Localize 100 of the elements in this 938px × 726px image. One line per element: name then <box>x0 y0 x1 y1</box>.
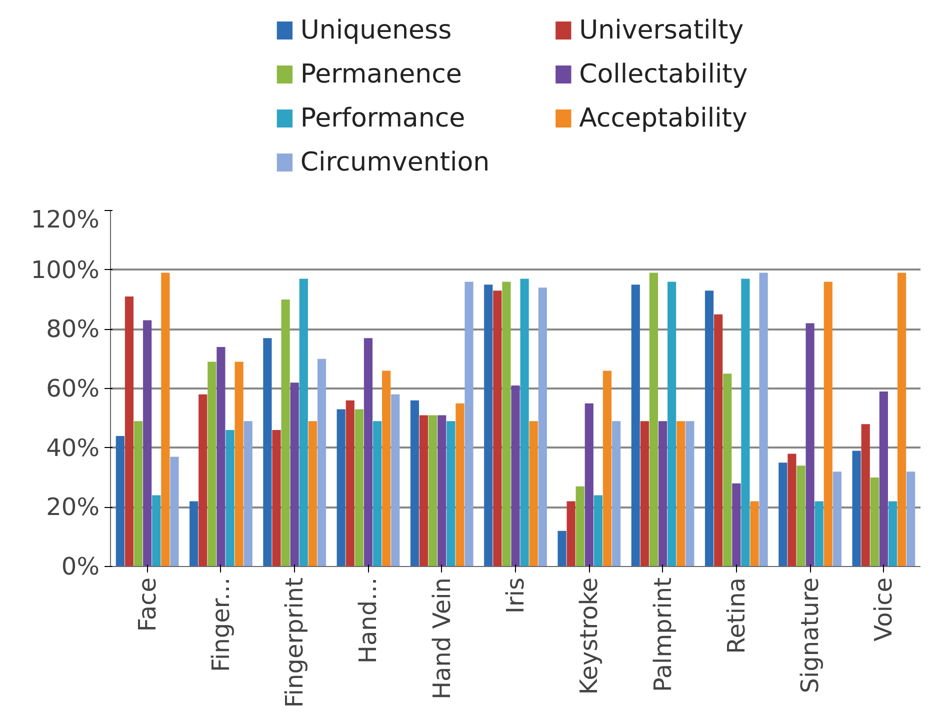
legend-label: Circumvention <box>300 148 490 178</box>
bar <box>152 495 161 566</box>
bar <box>428 415 438 566</box>
x-tick-label: Hand Vein <box>428 577 456 700</box>
bar <box>778 462 788 566</box>
bar <box>566 501 576 566</box>
bar <box>852 450 861 566</box>
bar <box>584 403 594 566</box>
bar <box>272 430 281 566</box>
bar <box>234 362 244 566</box>
x-tick-label: Signature <box>796 578 824 694</box>
bar <box>464 282 474 566</box>
bar <box>493 290 502 566</box>
bar <box>897 272 906 566</box>
bar <box>484 284 493 566</box>
bar <box>824 282 832 566</box>
bar <box>723 374 732 566</box>
bar <box>382 370 391 566</box>
bar <box>170 456 179 566</box>
y-tick-label: 60% <box>46 374 100 402</box>
bar <box>216 346 226 566</box>
bar <box>906 472 916 566</box>
x-tick-label: Fingerprint <box>280 577 309 708</box>
legend-label: Acceptability <box>579 104 748 134</box>
bar <box>888 501 898 566</box>
bar <box>814 501 824 566</box>
x-tick-label: Iris <box>502 577 530 614</box>
bar <box>668 282 676 566</box>
bar <box>631 284 640 566</box>
bar <box>263 338 272 566</box>
bar <box>290 382 299 566</box>
bar <box>446 421 456 566</box>
legend-label: Permanence <box>300 60 462 90</box>
bar <box>502 282 511 566</box>
y-tick-label: 120% <box>30 206 100 234</box>
bar <box>529 421 538 566</box>
bar <box>576 486 584 566</box>
legend-label: Collectability <box>579 60 748 90</box>
bar <box>806 323 814 566</box>
bar <box>511 386 520 566</box>
bar <box>879 391 888 566</box>
bar <box>438 415 446 566</box>
bar <box>143 320 152 566</box>
bar <box>704 290 714 566</box>
bar <box>364 338 373 566</box>
bar <box>354 409 364 566</box>
bar <box>602 370 612 566</box>
bar <box>558 530 566 566</box>
bar <box>538 288 547 566</box>
bar <box>161 272 170 566</box>
bar <box>410 400 420 566</box>
bar <box>208 362 216 566</box>
bar <box>308 421 317 566</box>
bar <box>346 400 354 566</box>
bar <box>750 501 759 566</box>
bar <box>520 278 529 566</box>
bar <box>281 300 290 566</box>
bar <box>116 436 124 566</box>
bar <box>391 394 400 566</box>
y-tick-label: 40% <box>46 434 100 462</box>
bar <box>832 472 842 566</box>
bar <box>658 421 668 566</box>
bar <box>594 495 602 566</box>
bar <box>244 421 252 566</box>
bar <box>732 483 741 566</box>
bar <box>336 409 346 566</box>
x-tick-label: Palmprint <box>648 577 677 692</box>
bar <box>676 421 686 566</box>
bar <box>741 278 750 566</box>
bar <box>299 278 308 566</box>
bar <box>456 403 464 566</box>
y-tick-label: 100% <box>30 256 100 284</box>
bar <box>796 466 806 566</box>
y-tick-label: 80% <box>46 315 100 344</box>
legend-label: Performance <box>300 104 466 134</box>
x-tick-label: Keystroke <box>575 577 604 695</box>
bar <box>372 421 382 566</box>
x-tick-label: Face <box>133 577 162 632</box>
y-tick-label: 20% <box>46 493 100 522</box>
x-tick-label: Finger... <box>206 577 235 672</box>
bar <box>870 478 879 566</box>
bar <box>861 424 870 566</box>
bar <box>714 314 723 566</box>
bar <box>124 296 134 566</box>
bar <box>686 421 694 566</box>
x-tick-label: Retina <box>722 578 750 654</box>
bar <box>198 394 208 566</box>
bar <box>419 415 428 566</box>
legend-label: Uniqueness <box>300 16 452 46</box>
bar <box>759 272 768 566</box>
x-tick-label: Hand... <box>354 577 382 664</box>
bar <box>317 358 326 566</box>
bar <box>640 421 649 566</box>
legend-label: Universatilty <box>579 16 744 46</box>
y-tick-label: 0% <box>61 552 100 580</box>
bar <box>649 272 658 566</box>
bar <box>788 454 796 566</box>
x-tick-label: Voice <box>870 577 898 642</box>
bar <box>190 501 198 566</box>
bar <box>226 430 234 566</box>
